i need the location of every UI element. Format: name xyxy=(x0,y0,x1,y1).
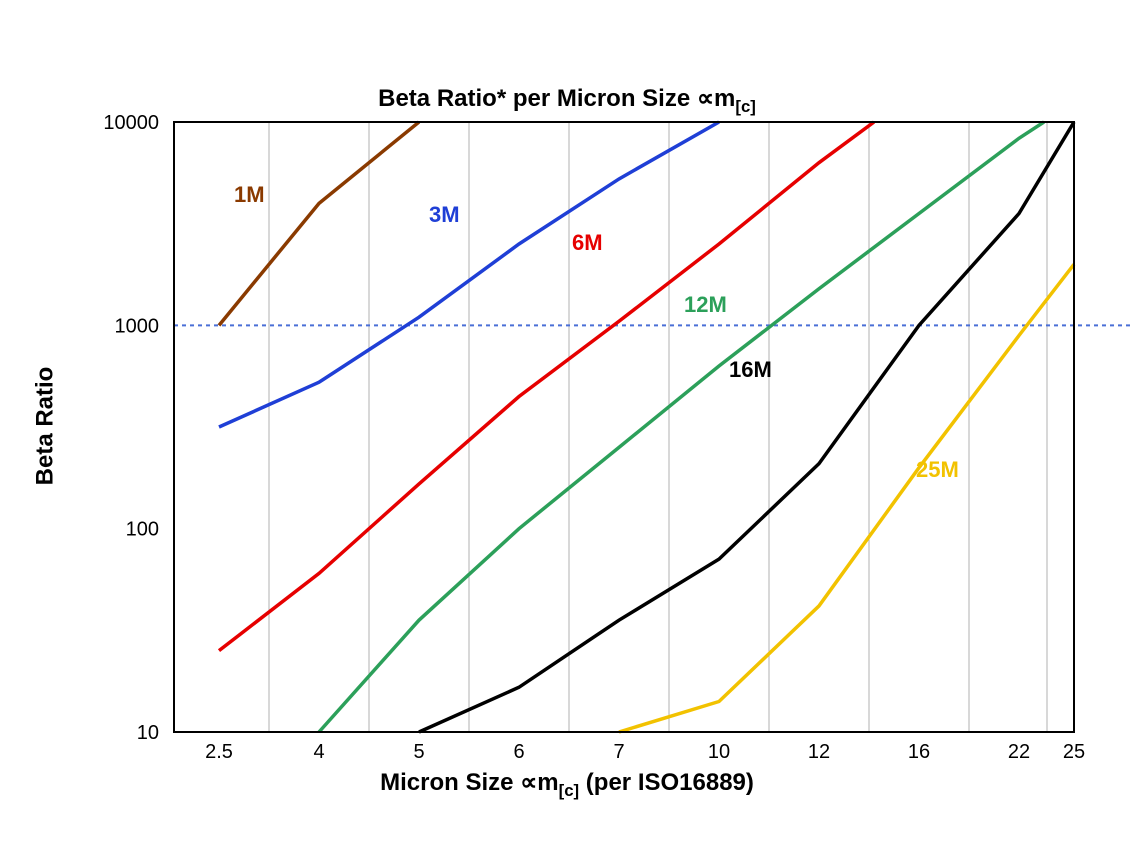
x-tick-label: 2.5 xyxy=(205,741,233,763)
chart-title: Beta Ratio* per Micron Size ∝m[c] xyxy=(0,84,1134,117)
series-25M xyxy=(619,264,1074,732)
plot-svg: 100001000100102.5456710121622251M3M6M12M… xyxy=(174,122,1074,732)
y-tick-label: 10000 xyxy=(103,112,159,134)
y-axis-label: Beta Ratio xyxy=(31,367,59,486)
series-label-3M: 3M xyxy=(429,202,460,227)
y-tick-label: 1000 xyxy=(115,315,160,337)
x-axis-label: Micron Size ∝m[c] (per ISO16889) xyxy=(0,768,1134,801)
series-label-16M: 16M xyxy=(729,357,772,382)
series-12M xyxy=(319,122,1044,732)
series-label-1M: 1M xyxy=(234,182,265,207)
y-axis-label-wrap: Beta Ratio xyxy=(30,0,60,852)
gridlines xyxy=(269,122,1047,732)
x-tick-label: 4 xyxy=(313,741,324,763)
y-tick-label: 10 xyxy=(137,722,159,744)
series-label-6M: 6M xyxy=(572,230,603,255)
series-label-25M: 25M xyxy=(916,457,959,482)
series-1M xyxy=(219,122,419,325)
x-tick-label: 10 xyxy=(708,741,730,763)
y-tick-label: 100 xyxy=(126,519,159,541)
x-tick-label: 7 xyxy=(613,741,624,763)
x-tick-label: 22 xyxy=(1008,741,1030,763)
series-6M xyxy=(219,122,874,651)
x-tick-label: 16 xyxy=(908,741,930,763)
x-tick-label: 6 xyxy=(513,741,524,763)
x-tick-label: 5 xyxy=(413,741,424,763)
x-tick-label: 25 xyxy=(1063,741,1085,763)
series-label-12M: 12M xyxy=(684,292,727,317)
chart-page: Beta Ratio* per Micron Size ∝m[c] Beta R… xyxy=(0,0,1134,852)
series-16M xyxy=(419,122,1074,732)
plot-area: 100001000100102.5456710121622251M3M6M12M… xyxy=(174,122,1074,732)
x-tick-label: 12 xyxy=(808,741,830,763)
